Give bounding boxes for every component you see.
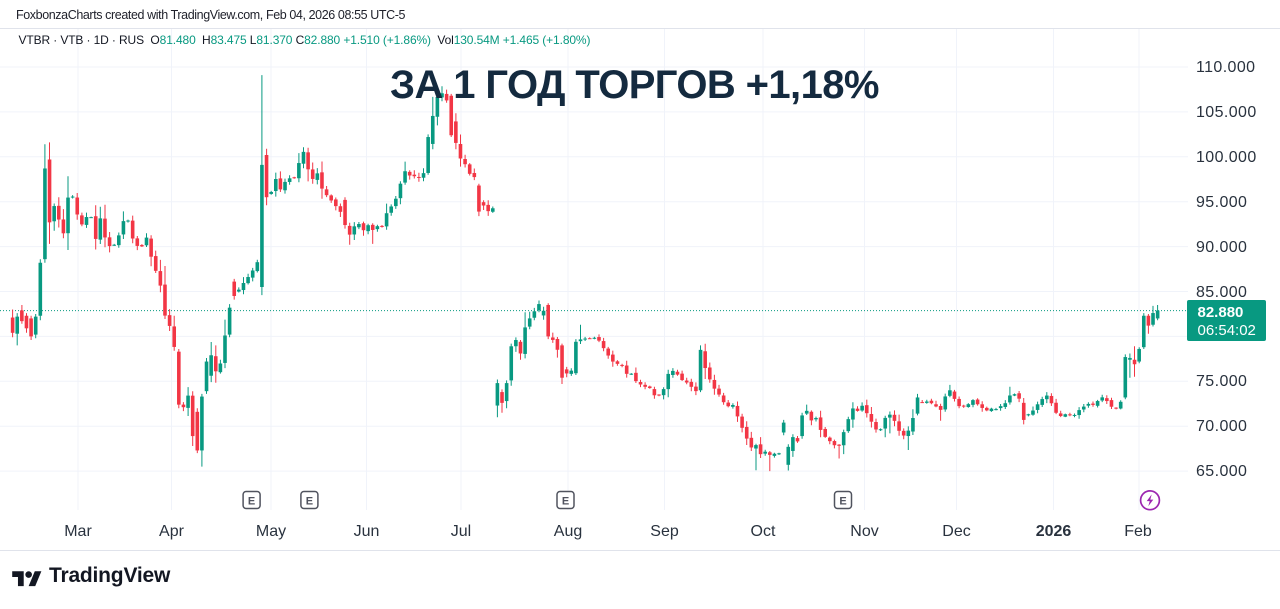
svg-text:E: E <box>248 496 255 508</box>
svg-text:E: E <box>306 496 313 508</box>
svg-text:E: E <box>839 496 846 508</box>
svg-text:E: E <box>562 496 569 508</box>
